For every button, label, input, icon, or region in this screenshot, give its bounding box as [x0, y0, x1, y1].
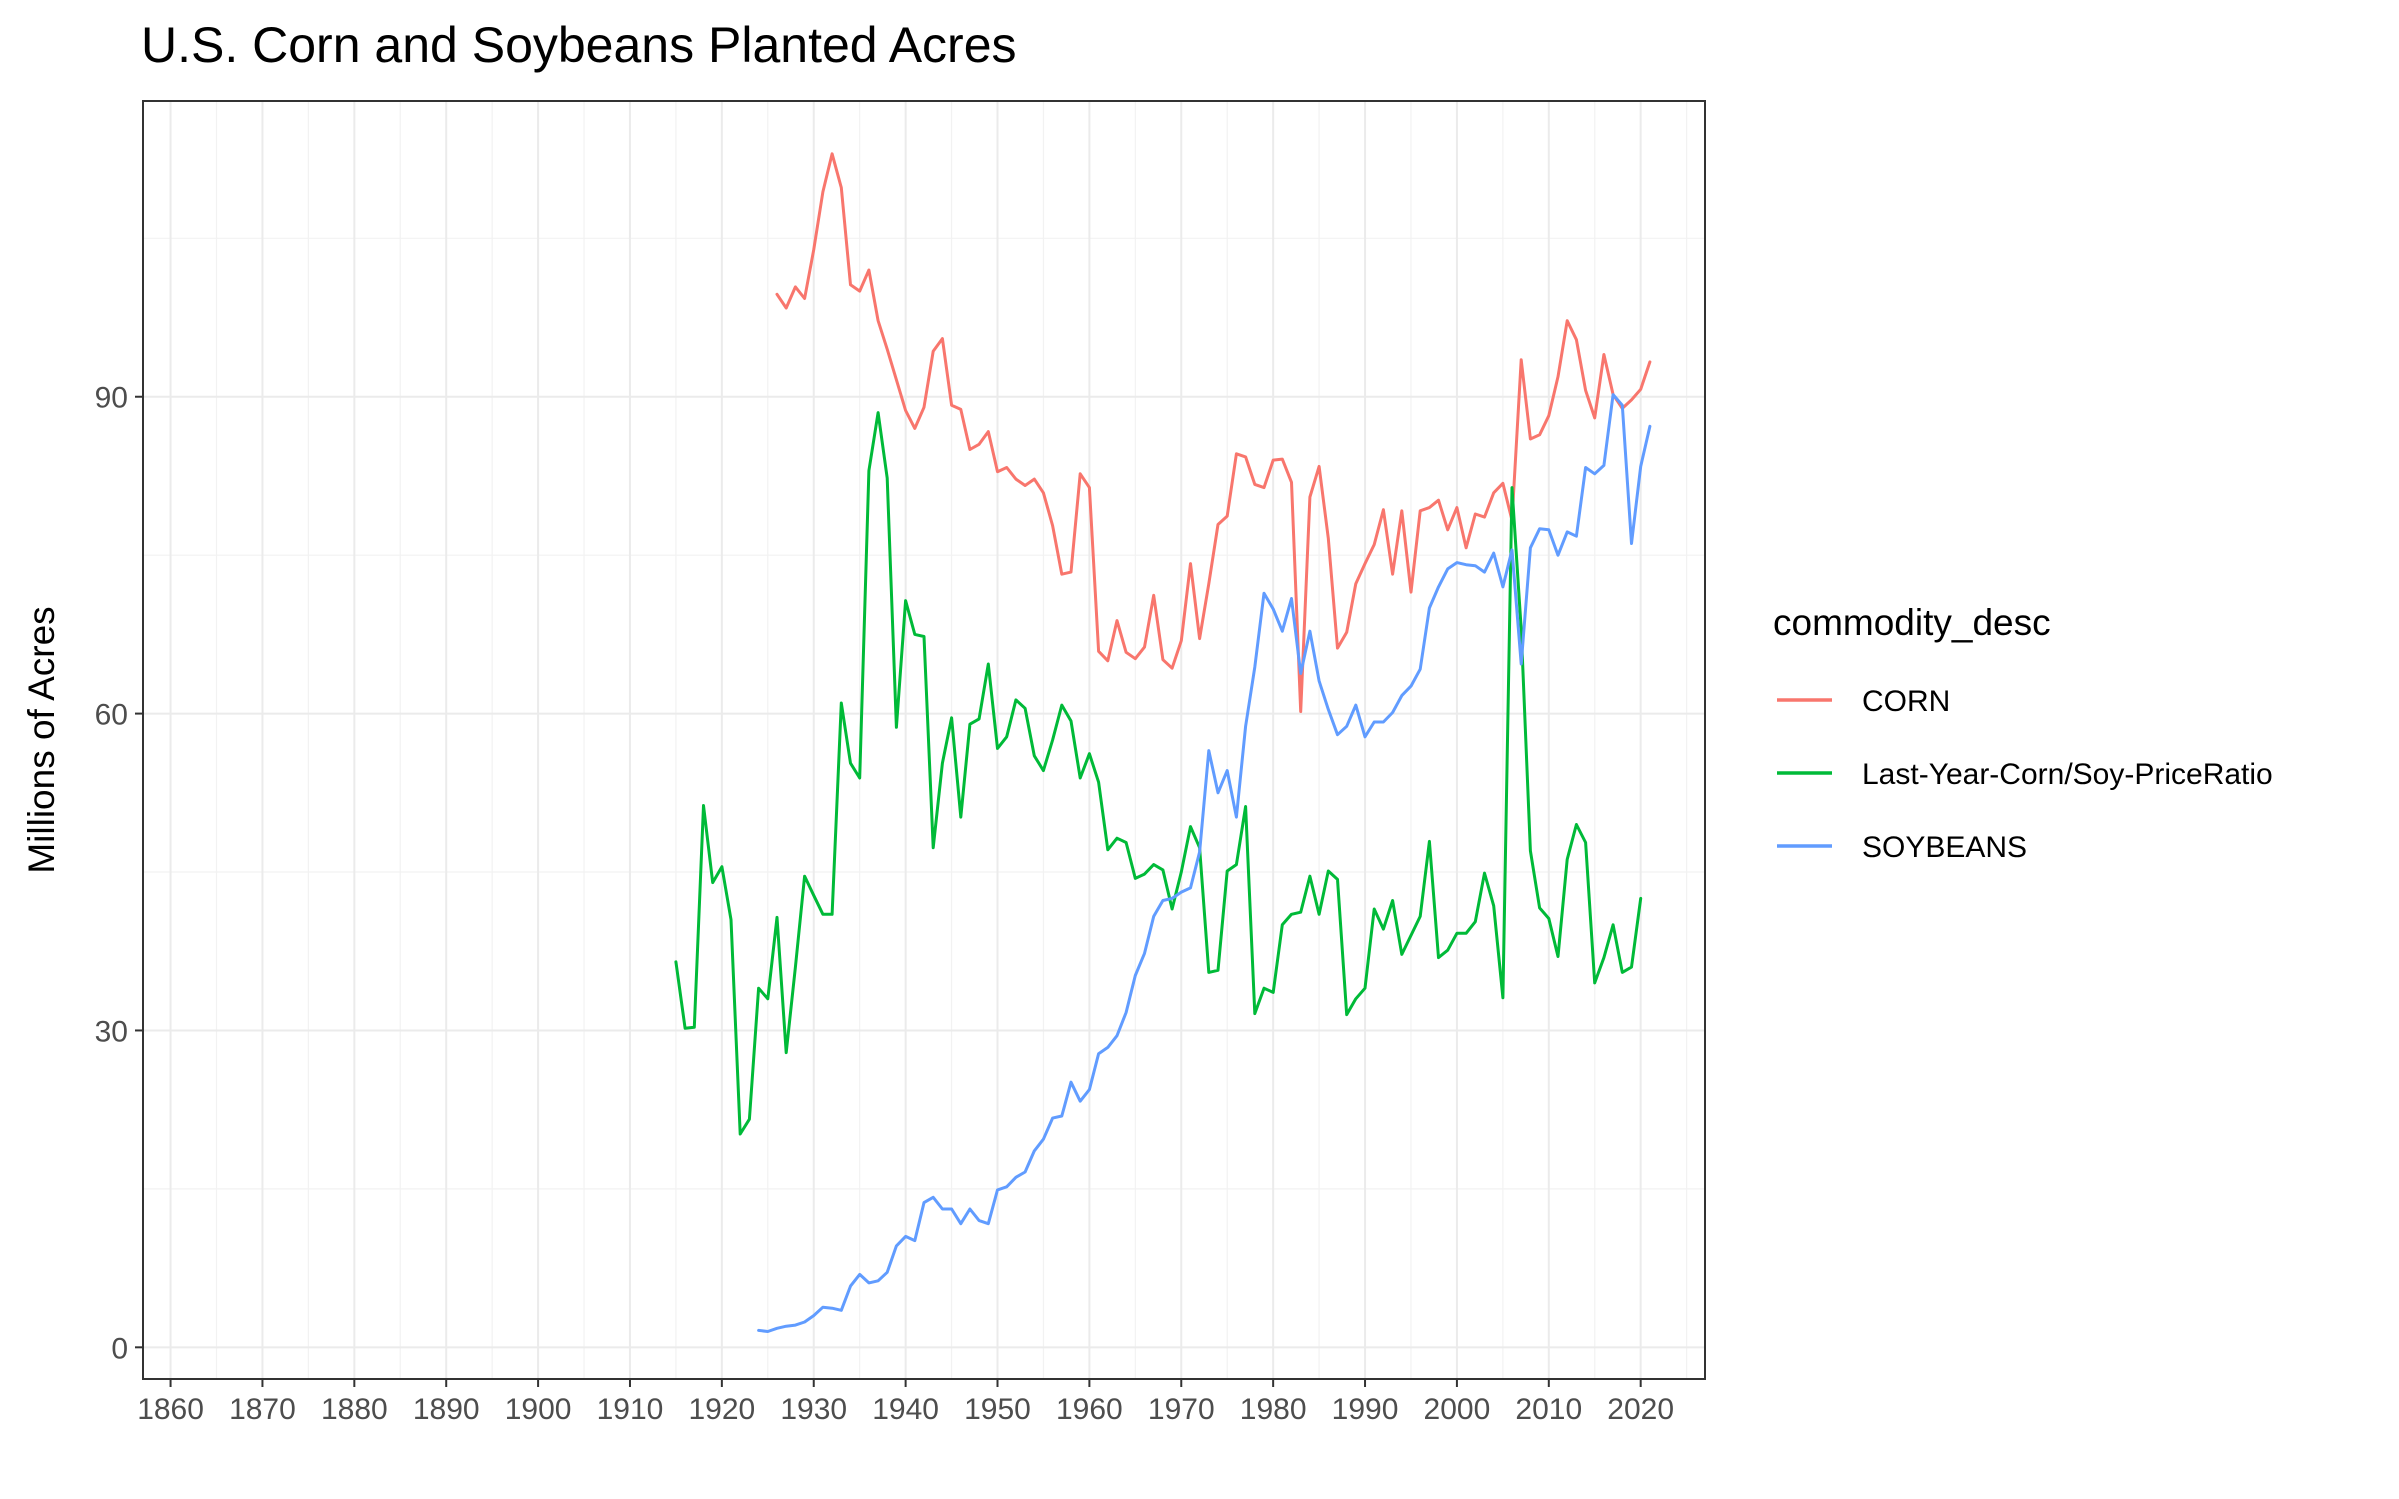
x-tick-label: 1900 [505, 1393, 572, 1426]
minor-gridlines [143, 101, 1705, 1379]
y-tick-label: 0 [111, 1332, 128, 1365]
chart-title: U.S. Corn and Soybeans Planted Acres [141, 17, 1017, 73]
x-tick-label: 1950 [964, 1393, 1031, 1426]
legend-title: commodity_desc [1773, 602, 2051, 643]
x-tick-label: 1910 [597, 1393, 664, 1426]
x-tick-label: 2000 [1424, 1393, 1491, 1426]
series-line-last-year-corn-soy-priceratio [674, 411, 1643, 1136]
y-axis-title: Millions of Acres [21, 606, 62, 873]
legend-items: CORN Last-Year-Corn/Soy-PriceRatio SOYBEAN… [1777, 685, 2273, 864]
x-tick-label: 1860 [137, 1393, 204, 1426]
y-tick-label: 30 [95, 1015, 128, 1048]
plot-border [142, 100, 1706, 1380]
x-tick-label: 1990 [1332, 1393, 1399, 1426]
y-tick-label: 90 [95, 382, 128, 415]
x-tick-label: 1930 [780, 1393, 847, 1426]
y-tick-label: 60 [95, 699, 128, 732]
series-lines [674, 152, 1652, 1333]
x-axis: 1860 1870 1880 1890 1900 1910 1920 1930 1940 1950… [137, 1379, 1674, 1426]
x-tick-label: 1870 [229, 1393, 296, 1426]
y-axis: 0 30 60 90 [95, 382, 143, 1365]
x-tick-label: 2010 [1515, 1393, 1582, 1426]
series-line-soybeans [757, 393, 1652, 1333]
legend-label-last-year-corn-soy-priceratio: Last-Year-Corn/Soy-PriceRatio [1862, 758, 2273, 791]
plot-panel [143, 101, 1705, 1379]
x-tick-label: 2020 [1607, 1393, 1674, 1426]
series-line-corn [775, 152, 1652, 713]
x-tick-label: 1980 [1240, 1393, 1307, 1426]
x-tick-label: 1880 [321, 1393, 388, 1426]
x-tick-label: 1920 [688, 1393, 755, 1426]
legend: commodity_desc CORN Last-Year-Corn/Soy-Pr… [1773, 602, 2273, 864]
x-tick-label: 1970 [1148, 1393, 1215, 1426]
major-gridlines [143, 101, 1705, 1379]
legend-label-corn: CORN [1862, 685, 1950, 718]
x-tick-label: 1890 [413, 1393, 480, 1426]
x-tick-label: 1940 [872, 1393, 939, 1426]
legend-label-soybeans: SOYBEANS [1862, 831, 2027, 864]
x-tick-label: 1960 [1056, 1393, 1123, 1426]
